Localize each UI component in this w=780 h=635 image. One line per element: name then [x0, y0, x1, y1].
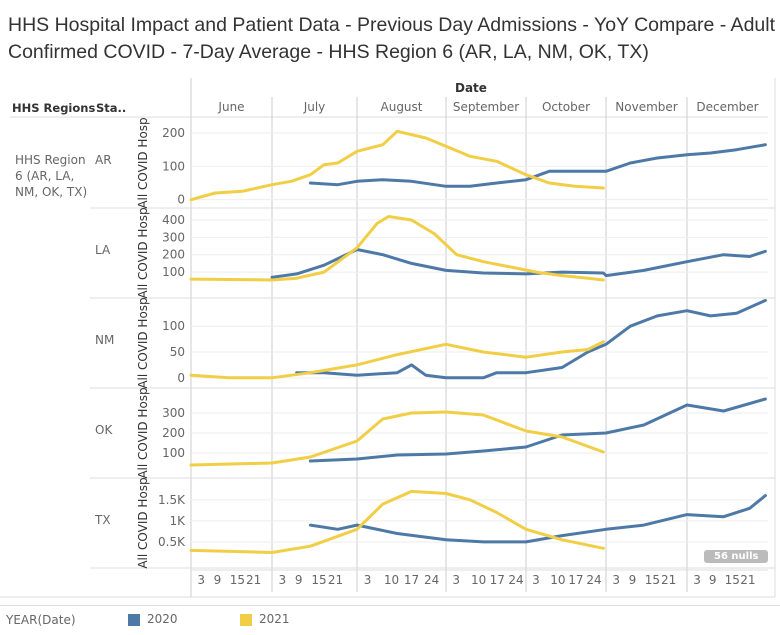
date-axis-header: Date	[455, 81, 487, 95]
state-label-ok: OK	[95, 423, 113, 437]
legend-title: YEAR(Date)	[6, 613, 76, 627]
x-tick-label: 24	[508, 573, 523, 587]
series-line-ok-2021	[189, 410, 605, 467]
x-tick-label: 3	[532, 573, 540, 587]
y-tick-label: 0.5K	[158, 535, 186, 549]
series-line-tx-2020	[308, 494, 767, 544]
series-line-ok-2020	[308, 397, 767, 463]
x-tick-label: 17	[404, 573, 419, 587]
legend-label-2021[interactable]: 2021	[259, 612, 290, 626]
month-header-june[interactable]: June	[218, 100, 245, 114]
x-tick-label: 9	[709, 573, 717, 587]
x-tick-label: 15	[230, 573, 245, 587]
month-header-october[interactable]: October	[541, 100, 591, 114]
y-tick-label: 0	[177, 371, 185, 385]
y-tick-label: 400	[162, 213, 185, 227]
y-tick-label: 200	[162, 426, 185, 440]
x-tick-label: 3	[197, 573, 205, 587]
nulls-indicator[interactable]: 56 nulls	[704, 550, 769, 563]
legend-swatch-2020[interactable]	[128, 614, 140, 626]
x-tick-label: 3	[278, 573, 286, 587]
x-tick-label: 10	[384, 573, 399, 587]
region-label: HHS Region 6 (AR, LA, NM, OK, TX)	[15, 153, 88, 199]
y-tick-label: 1K	[169, 514, 186, 528]
month-header-december[interactable]: December	[696, 100, 759, 114]
series-line-ar-2020	[308, 143, 767, 188]
y-tick-label: 300	[162, 230, 185, 244]
series-line-la-2021	[189, 215, 605, 282]
y-tick-label: 0	[177, 193, 185, 207]
state-label-nm: NM	[95, 333, 115, 347]
month-header-november[interactable]: November	[615, 100, 678, 114]
legend-label-2020[interactable]: 2020	[147, 612, 178, 626]
x-tick-label: 15	[311, 573, 326, 587]
x-tick-label: 3	[693, 573, 701, 587]
x-tick-label: 21	[740, 573, 755, 587]
series-line-nm-2021	[189, 340, 605, 380]
y-tick-label: 100	[162, 265, 185, 279]
x-tick-label: 24	[586, 573, 601, 587]
y-tick-label: 200	[162, 248, 185, 262]
legend: YEAR(Date) 2020 2021	[0, 605, 780, 635]
x-tick-label: 3	[364, 573, 372, 587]
y-tick-label: 200	[162, 126, 185, 140]
x-tick-label: 9	[629, 573, 637, 587]
y-tick-label: 300	[162, 406, 185, 420]
x-tick-label: 9	[295, 573, 303, 587]
legend-swatch-2021[interactable]	[240, 614, 252, 626]
y-tick-label: 50	[170, 345, 185, 359]
x-tick-label: 15	[725, 573, 740, 587]
x-tick-label: 17	[490, 573, 505, 587]
y-axis-title: All COVID Hosp	[136, 477, 150, 568]
series-line-tx-2021	[189, 489, 605, 554]
x-tick-label: 17	[568, 573, 583, 587]
x-tick-label: 9	[214, 573, 222, 587]
chart-title: HHS Hospital Impact and Patient Data - P…	[8, 14, 776, 63]
x-tick-label: 21	[328, 573, 343, 587]
series-line-ar-2021	[189, 129, 605, 202]
y-tick-label: 100	[162, 319, 185, 333]
regions-column-header[interactable]: HHS Regions	[12, 101, 96, 115]
month-header-july[interactable]: July	[303, 100, 326, 114]
series-line-la-2020	[270, 248, 767, 279]
series-line-nm-2020	[295, 298, 767, 380]
x-tick-label: 3	[452, 573, 460, 587]
y-axis-title: All COVID Hosp	[136, 117, 150, 208]
y-axis-title: All COVID Hosp	[136, 297, 150, 388]
y-axis-title: All COVID Hosp	[136, 387, 150, 478]
y-tick-label: 100	[162, 446, 185, 460]
x-tick-label: 10	[550, 573, 565, 587]
month-header-august[interactable]: August	[380, 100, 423, 114]
states-column-header[interactable]: Sta..	[96, 101, 127, 115]
x-tick-label: 21	[661, 573, 676, 587]
y-axis-title: All COVID Hosp	[136, 207, 150, 298]
x-tick-label: 21	[246, 573, 261, 587]
x-tick-label: 3	[612, 573, 620, 587]
y-tick-label: 100	[162, 159, 185, 173]
state-label-la: LA	[95, 243, 111, 257]
y-tick-label: 1.5K	[158, 493, 186, 507]
state-label-tx: TX	[95, 513, 111, 527]
state-label-ar: AR	[95, 153, 112, 167]
x-tick-label: 24	[424, 573, 439, 587]
x-tick-label: 10	[471, 573, 486, 587]
month-header-september[interactable]: September	[452, 100, 520, 114]
x-tick-label: 15	[645, 573, 660, 587]
